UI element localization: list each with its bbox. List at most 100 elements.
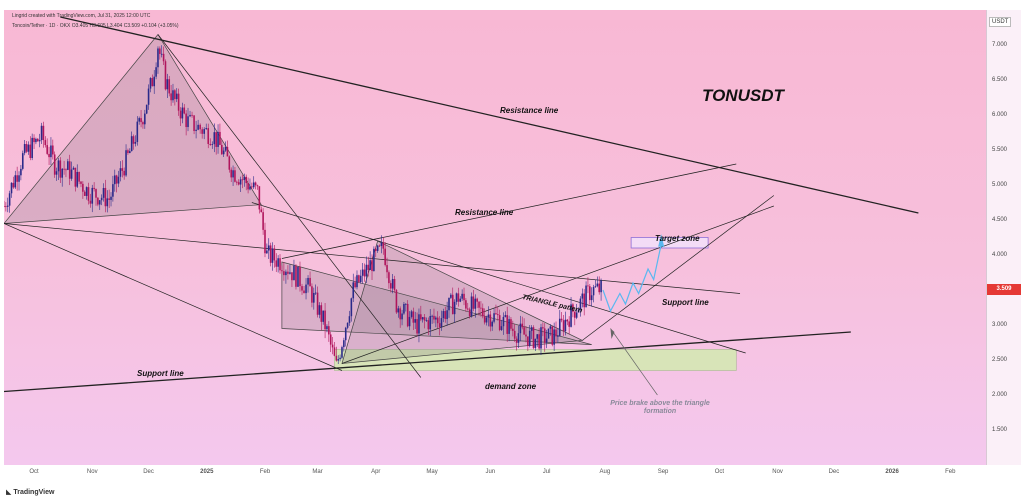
candle-body — [93, 188, 95, 189]
candle-body — [407, 304, 409, 326]
candle-body — [203, 129, 205, 134]
candle-body — [244, 177, 246, 180]
candle-body — [568, 321, 570, 326]
candle-body — [211, 144, 213, 145]
candle-body — [535, 339, 537, 348]
candle-body — [322, 311, 324, 322]
candle-body — [508, 319, 510, 334]
candle-body — [18, 175, 20, 181]
candle-body — [347, 323, 349, 328]
candle-body — [351, 298, 353, 316]
candle-body — [257, 185, 259, 186]
candle-body — [43, 126, 45, 140]
price-tick-label: 7.000 — [992, 42, 1007, 48]
price-tick-label: 5.500 — [992, 147, 1007, 153]
candle-body — [520, 324, 522, 334]
candle-body — [587, 286, 589, 287]
candle-body — [163, 54, 165, 61]
candle-body — [251, 186, 253, 187]
candle-body — [413, 311, 415, 322]
candle-body — [133, 136, 135, 144]
candle-body — [76, 172, 78, 187]
candle-body — [386, 265, 388, 272]
candle-body — [45, 140, 47, 145]
candle-body — [375, 249, 377, 251]
candle-body — [195, 130, 197, 131]
candle-body — [82, 184, 84, 192]
candle-body — [337, 359, 339, 360]
candle-body — [495, 313, 497, 314]
candle-body — [516, 339, 518, 343]
candle-body — [401, 314, 403, 320]
candle-body — [142, 122, 144, 124]
time-tick-label: Apr — [371, 469, 380, 475]
candle-body — [238, 182, 240, 184]
candle-body — [563, 320, 565, 331]
candle-body — [33, 138, 35, 142]
candle-body — [61, 169, 63, 178]
ticker-title: TONUSDT — [702, 86, 784, 106]
candle-body — [382, 243, 384, 249]
candle-body — [403, 304, 405, 313]
candle-body — [277, 258, 279, 267]
candle-body — [358, 275, 360, 282]
candle-body — [268, 245, 270, 250]
candle-body — [88, 187, 90, 201]
candle-body — [260, 209, 262, 212]
candle-body — [101, 198, 103, 200]
chart-area[interactable]: Lingrid created with TradingView.com, Ju… — [4, 10, 986, 465]
candle-body — [499, 315, 501, 330]
candle-body — [103, 188, 105, 198]
candle-body — [201, 129, 203, 134]
candle-body — [514, 331, 516, 339]
candle-body — [223, 151, 225, 155]
candle-body — [114, 175, 116, 184]
candle-body — [582, 294, 584, 299]
candle-body — [456, 293, 458, 302]
candle-body — [551, 326, 553, 344]
candle-body — [490, 315, 492, 327]
candle-body — [461, 294, 463, 299]
candle-body — [555, 329, 557, 336]
time-tick-label: Oct — [29, 469, 38, 475]
time-tick-label: Sep — [658, 469, 669, 475]
candle-body — [381, 243, 383, 246]
currency-label[interactable]: USDT — [989, 17, 1011, 27]
candle-body — [458, 293, 460, 301]
time-axis[interactable]: OctNovDec2025FebMarAprMayJunJulAugSepOct… — [4, 465, 986, 485]
price-tick-label: 6.500 — [992, 77, 1007, 83]
candle-body — [354, 282, 356, 287]
candle-body — [29, 145, 31, 158]
candle-body — [428, 320, 430, 329]
candle-body — [191, 115, 193, 116]
candle-body — [56, 171, 58, 174]
candle-body — [5, 206, 7, 207]
candle-body — [309, 278, 311, 286]
candle-body — [510, 319, 512, 329]
candle-body — [152, 78, 154, 86]
price-plot[interactable] — [4, 10, 986, 465]
candle-body — [11, 183, 13, 193]
price-tick-label: 4.000 — [992, 252, 1007, 258]
price-axis[interactable]: USDT 7.0006.5006.0005.5005.0004.5004.000… — [986, 10, 1021, 465]
candle-body — [542, 327, 544, 328]
candle-body — [469, 309, 471, 316]
candle-body — [65, 169, 67, 170]
label-breakout-note: Price brake above the triangle formation — [610, 400, 710, 416]
candle-body — [367, 265, 369, 270]
candle-body — [550, 326, 552, 328]
candle-body — [148, 89, 150, 105]
candle-body — [431, 316, 433, 317]
candle-body — [78, 172, 80, 182]
price-tick-label: 2.500 — [992, 357, 1007, 363]
candle-body — [297, 267, 299, 287]
candle-body — [197, 125, 199, 130]
candle-body — [138, 118, 140, 122]
label-resistance-top: Resistance line — [500, 106, 558, 115]
tradingview-logo[interactable]: ◣ TradingView — [6, 488, 54, 496]
tradingview-logo-text: TradingView — [13, 489, 54, 496]
candle-body — [538, 334, 540, 348]
candle-body — [63, 169, 65, 170]
candle-body — [328, 326, 330, 334]
candle-body — [285, 272, 287, 275]
